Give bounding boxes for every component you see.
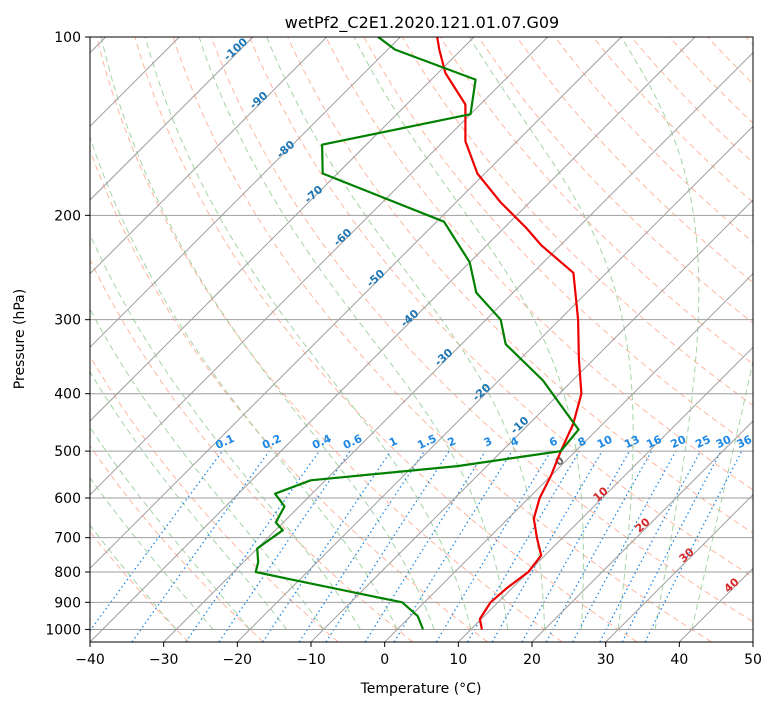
y-tick-label: 300 (54, 313, 81, 329)
y-tick-label: 800 (54, 565, 81, 581)
mixing-ratio-line (572, 450, 677, 642)
dry-adiabat (516, 37, 753, 284)
isotherm-gridline (384, 272, 753, 642)
mixing-ratio-line (393, 450, 513, 642)
moist-adiabat (100, 37, 435, 630)
moist-adiabat (90, 426, 251, 630)
isotherm-gridline (457, 346, 753, 642)
moist-adiabat (198, 37, 509, 630)
moist-adiabat (266, 37, 546, 630)
mixing-ratio-label: 36 (735, 433, 755, 451)
dry-adiabat (210, 37, 753, 623)
x-tick-label: 0 (380, 652, 389, 668)
isotherm-gridline (90, 37, 328, 275)
mixing-ratio-line (185, 450, 320, 642)
dry-adiabat (287, 37, 753, 534)
mixing-ratio-line (298, 450, 425, 642)
y-tick-label: 100 (54, 30, 81, 46)
dry-adiabat (630, 37, 753, 164)
moist-adiabat (620, 37, 700, 630)
mixing-ratio-label: 30 (714, 433, 734, 451)
plot-background (90, 37, 753, 642)
y-tick-label: 500 (54, 444, 81, 460)
x-tick-label: −20 (223, 652, 253, 668)
isotherm-gridline (90, 37, 254, 201)
y-tick-label: 600 (54, 491, 81, 507)
isotherm-gridline (531, 420, 753, 642)
x-tick-label: 50 (744, 652, 762, 668)
moist-adiabat (90, 476, 214, 630)
dry-adiabat (363, 37, 753, 448)
mixing-ratio-line (325, 450, 450, 642)
isotherm-gridline (90, 37, 696, 642)
moist-adiabat (691, 358, 753, 630)
y-axis-label: Pressure (hPa) (12, 289, 28, 389)
moist-adiabat (353, 37, 584, 630)
isotherm-gridline (605, 493, 753, 642)
x-tick-label: −40 (75, 652, 105, 668)
dry-adiabat (325, 37, 753, 491)
dry-adiabat (172, 37, 712, 642)
mixing-ratio-label: 25 (693, 433, 712, 451)
x-axis-label: Temperature (°C) (360, 681, 482, 697)
x-tick-label: 20 (523, 652, 541, 668)
mixing-ratio-line (90, 450, 223, 632)
y-tick-label: 1000 (45, 622, 81, 638)
dry-adiabat (134, 37, 638, 642)
isotherm-gridline (236, 125, 753, 642)
plot-frame (89, 36, 754, 643)
moist-adiabat (90, 135, 398, 630)
moist-adiabat (90, 232, 361, 630)
mixing-ratio-line (491, 450, 603, 642)
x-tick-label: 30 (597, 652, 615, 668)
mixing-ratio-line (364, 450, 486, 642)
mixing-ratio-line (521, 450, 631, 642)
temperature-profile (436, 37, 583, 630)
dry-adiabat (90, 445, 264, 642)
moist-adiabat (469, 37, 634, 630)
axes: −40 −30 −20 −10 0 10 20 30 40 50 100 200 300 400 500 60… (45, 30, 762, 668)
chart-title: wetPf2_C2E1.2020.121.01.07.G09 (285, 13, 559, 33)
isotherm-gridline (90, 37, 475, 422)
isotherm-gridline (752, 641, 753, 642)
dry-adiabat (90, 258, 414, 642)
y-tick-label: 200 (54, 208, 81, 224)
mixing-ratio-label: 13 (622, 433, 641, 451)
mixing-ratio-label: 20 (669, 433, 689, 451)
plot-area: -100-90-80-70-60-50-40-30-20-10010203040… (90, 37, 755, 642)
x-tick-label: 10 (449, 652, 467, 668)
x-tick-label: 40 (670, 652, 688, 668)
dewpoint-profile (254, 37, 580, 630)
isotherm-gridline (90, 37, 401, 349)
x-tick-label: −30 (149, 652, 179, 668)
moist-adiabat (144, 37, 472, 630)
x-tick-label: −10 (296, 652, 326, 668)
y-tick-label: 400 (54, 387, 81, 403)
mixing-ratio-label: 10 (595, 433, 615, 451)
mixing-ratio-line (131, 450, 270, 642)
moist-adiabat (90, 308, 324, 630)
mixing-ratio-label: 16 (644, 433, 664, 451)
moist-adiabat (90, 370, 288, 630)
isotherm-gridline (90, 37, 622, 570)
dry-adiabat (401, 37, 753, 407)
isotherm-gridline (163, 51, 753, 642)
isotherm-gridline (90, 37, 549, 496)
isotherm-gridline (310, 199, 753, 642)
moist-adiabat (90, 524, 177, 630)
mixing-ratio-line (435, 450, 552, 642)
dry-adiabat (478, 37, 753, 324)
y-tick-label: 900 (54, 595, 81, 611)
y-tick-label: 700 (54, 531, 81, 547)
dry-adiabat (592, 37, 753, 204)
